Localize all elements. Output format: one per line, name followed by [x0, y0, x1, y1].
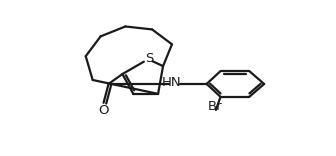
Text: S: S: [145, 52, 153, 65]
Text: HN: HN: [162, 76, 182, 89]
Text: O: O: [98, 104, 109, 117]
Text: Br: Br: [207, 100, 222, 113]
